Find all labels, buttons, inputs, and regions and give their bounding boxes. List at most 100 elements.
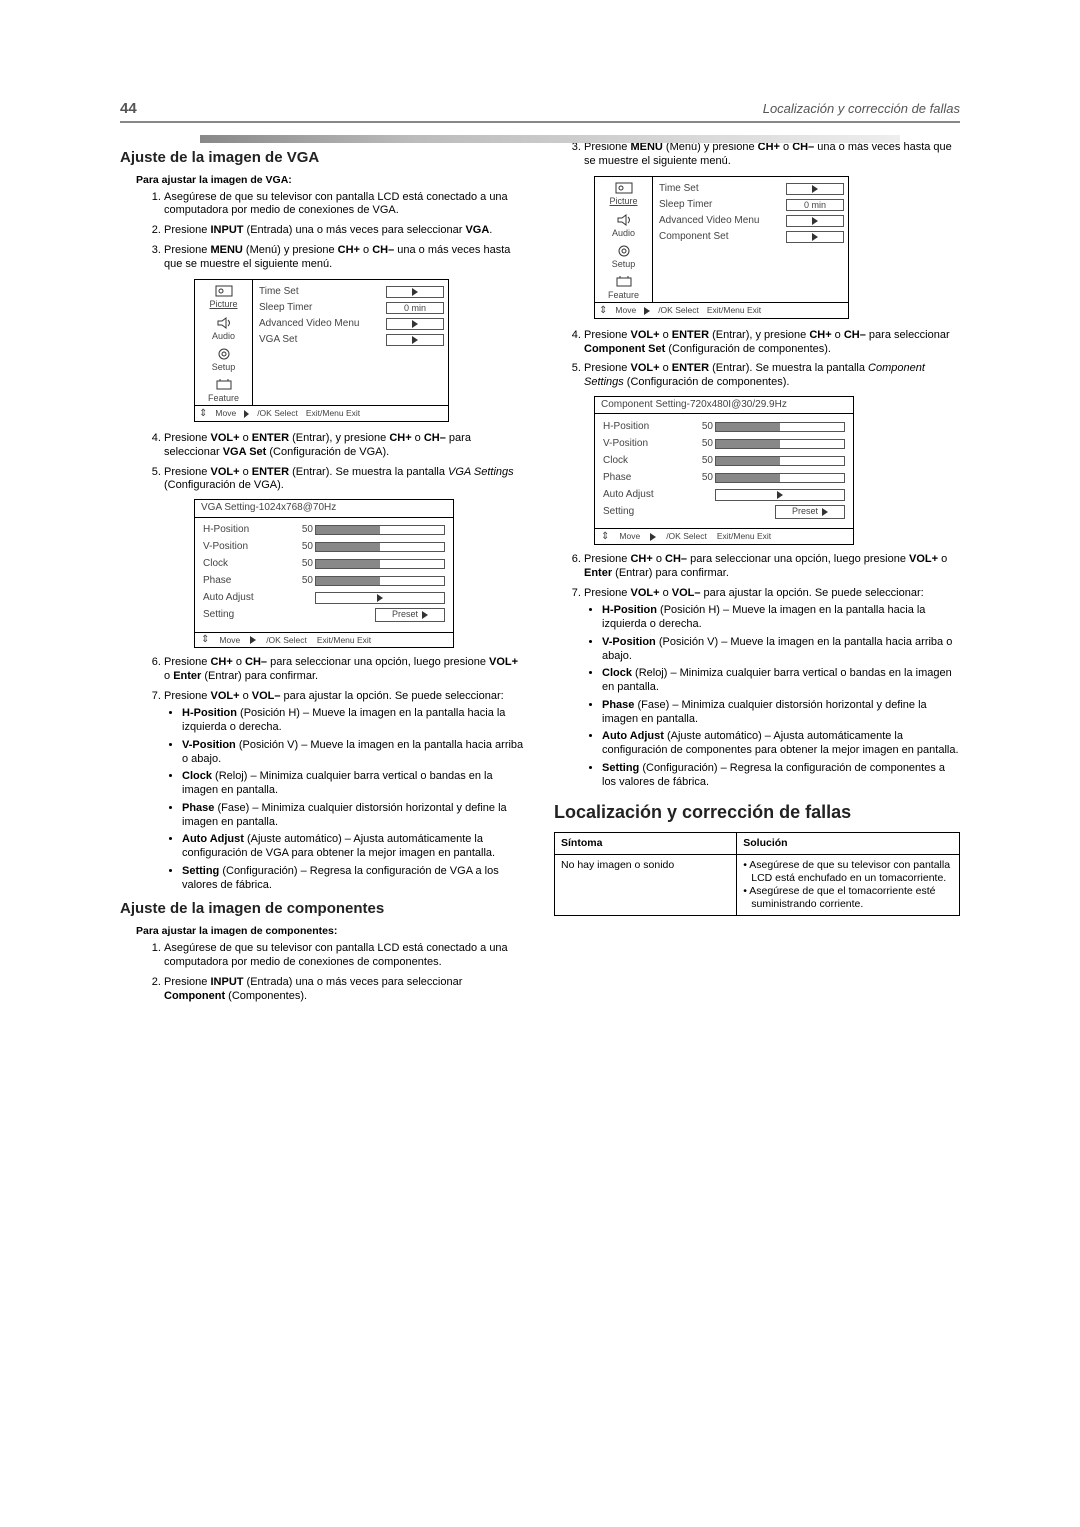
vga-settings-panel: VGA Setting-1024x768@70Hz H-Position50 V… [194, 499, 454, 648]
vga-step-1: Asegúrese de que su televisor con pantal… [164, 191, 526, 219]
heading-troubleshoot: Localización y corrección de fallas [554, 801, 960, 824]
arrow-icon [777, 491, 783, 499]
component-steps-left: Asegúrese de que su televisor con pantal… [164, 942, 526, 1003]
right-icon [650, 533, 656, 541]
row-auto: Auto Adjust [603, 486, 845, 503]
heading-vga: Ajuste de la imagen de VGA [120, 149, 526, 168]
osd-row-sleep: Sleep Timer0 min [259, 300, 444, 316]
arrow-icon [412, 288, 418, 296]
tab-feature: Feature [195, 374, 252, 405]
arrow-icon [412, 336, 418, 344]
running-title: Localización y corrección de fallas [763, 101, 960, 117]
setup-icon [613, 244, 635, 258]
row-auto: Auto Adjust [203, 590, 445, 607]
bul-hpos: H-Position (Posición H) – Mueve la image… [182, 707, 526, 735]
bar-phase [715, 473, 845, 483]
bar-clock [315, 559, 445, 569]
feature-icon [213, 378, 235, 392]
row-phase: Phase50 [603, 469, 845, 486]
vga-step-6: Presione CH+ o CH– para seleccionar una … [164, 656, 526, 684]
tab-audio: Audio [595, 209, 652, 240]
th-solution: Solución [737, 832, 960, 854]
tab-setup: Setup [195, 343, 252, 374]
row-clock: Clock50 [203, 556, 445, 573]
vga-step-3: Presione MENU (Menú) y presione CH+ o CH… [164, 244, 526, 422]
bar-vpos [315, 542, 445, 552]
row-setting: SettingPreset [203, 607, 445, 624]
right-column: Presione MENU (Menú) y presione CH+ o CH… [554, 141, 960, 1010]
table-header-row: Síntoma Solución [555, 832, 960, 854]
right-icon [644, 307, 650, 315]
right-icon [250, 636, 256, 644]
tab-feature: Feature [595, 271, 652, 302]
arrow-icon [412, 320, 418, 328]
updown-icon: ⇕ [599, 307, 607, 315]
vga-bullets: H-Position (Posición H) – Mueve la image… [182, 707, 526, 892]
bul-auto: Auto Adjust (Ajuste automático) – Ajusta… [602, 730, 960, 758]
vga-step-7: Presione VOL+ o VOL– para ajustar la opc… [164, 690, 526, 893]
osd-row-compset: Component Set [659, 229, 844, 245]
vga-step-2: Presione INPUT (Entrada) una o más veces… [164, 224, 526, 238]
bar-clock [715, 456, 845, 466]
comp-step-3: Presione MENU (Menú) y presione CH+ o CH… [584, 141, 960, 319]
bul-setting: Setting (Configuración) – Regresa la con… [182, 865, 526, 893]
bul-phase: Phase (Fase) – Minimiza cualquier distor… [602, 699, 960, 727]
bul-clock: Clock (Reloj) – Minimiza cualquier barra… [602, 667, 960, 695]
bul-hpos: H-Position (Posición H) – Mueve la image… [602, 604, 960, 632]
picture-icon [613, 181, 635, 195]
bul-setting: Setting (Configuración) – Regresa la con… [602, 762, 960, 790]
comp-step-6: Presione CH+ o CH– para seleccionar una … [584, 553, 960, 581]
th-symptom: Síntoma [555, 832, 737, 854]
updown-icon: ⇕ [201, 636, 209, 644]
row-hpos: H-Position50 [603, 418, 845, 435]
updown-icon: ⇕ [601, 533, 609, 541]
td-symptom: No hay imagen o sonido [555, 854, 737, 916]
arrow-icon [812, 185, 818, 193]
comp-step-1: Asegúrese de que su televisor con pantal… [164, 942, 526, 970]
page-header: 44 Localización y corrección de fallas [120, 100, 960, 123]
panel-statusbar: ⇕Move /OK Select Exit/Menu Exit [595, 528, 853, 544]
subheading-vga: Para ajustar la imagen de VGA: [136, 174, 526, 187]
left-column: Ajuste de la imagen de VGA Para ajustar … [120, 141, 526, 1010]
row-setting: SettingPreset [603, 503, 845, 520]
tab-audio: Audio [195, 312, 252, 343]
arrow-icon [822, 508, 828, 516]
row-vpos: V-Position50 [603, 435, 845, 452]
preset-box: Preset [775, 505, 845, 519]
heading-component: Ajuste de la imagen de componentes [120, 900, 526, 919]
bul-phase: Phase (Fase) – Minimiza cualquier distor… [182, 802, 526, 830]
osd-menu-vga: Picture Audio Setup [194, 279, 449, 422]
comp-step-7: Presione VOL+ o VOL– para ajustar la opc… [584, 587, 960, 790]
bar-phase [315, 576, 445, 586]
comp-step-5: Presione VOL+ o ENTER (Entrar). Se muest… [584, 362, 960, 545]
bul-auto: Auto Adjust (Ajuste automático) – Ajusta… [182, 833, 526, 861]
row-hpos: H-Position50 [203, 522, 445, 539]
table-row: No hay imagen o sonido • Asegúrese de qu… [555, 854, 960, 916]
bul-clock: Clock (Reloj) – Minimiza cualquier barra… [182, 770, 526, 798]
feature-icon [613, 275, 635, 289]
td-solution: • Asegúrese de que su televisor con pant… [737, 854, 960, 916]
troubleshoot-table: Síntoma Solución No hay imagen o sonido … [554, 832, 960, 917]
arrow-icon [422, 611, 428, 619]
arrow-icon [377, 594, 383, 602]
vga-step-4: Presione VOL+ o ENTER (Entrar), y presio… [164, 432, 526, 460]
bul-vpos: V-Position (Posición V) – Mueve la image… [602, 636, 960, 664]
osd-tabs: Picture Audio Setup [195, 280, 253, 405]
osd-row-advvideo: Advanced Video Menu [259, 316, 444, 332]
row-clock: Clock50 [603, 452, 845, 469]
audio-icon [613, 213, 635, 227]
comp-step-4: Presione VOL+ o ENTER (Entrar), y presio… [584, 329, 960, 357]
bul-vpos: V-Position (Posición V) – Mueve la image… [182, 739, 526, 767]
osd-row-advvideo: Advanced Video Menu [659, 213, 844, 229]
osd-row-timeset: Time Set [259, 284, 444, 300]
tab-setup: Setup [595, 240, 652, 271]
comp-panel-title: Component Setting-720x480I@30/29.9Hz [595, 397, 853, 415]
comp-step-2: Presione INPUT (Entrada) una o más veces… [164, 976, 526, 1004]
setup-icon [213, 347, 235, 361]
row-vpos: V-Position50 [203, 539, 445, 556]
comp-bullets: H-Position (Posición H) – Mueve la image… [602, 604, 960, 789]
osd-statusbar: ⇕Move /OK Select Exit/Menu Exit [195, 405, 448, 421]
tab-picture: Picture [595, 177, 652, 208]
right-icon [244, 410, 249, 418]
osd-menu-component: Picture Audio Setup [594, 176, 849, 319]
